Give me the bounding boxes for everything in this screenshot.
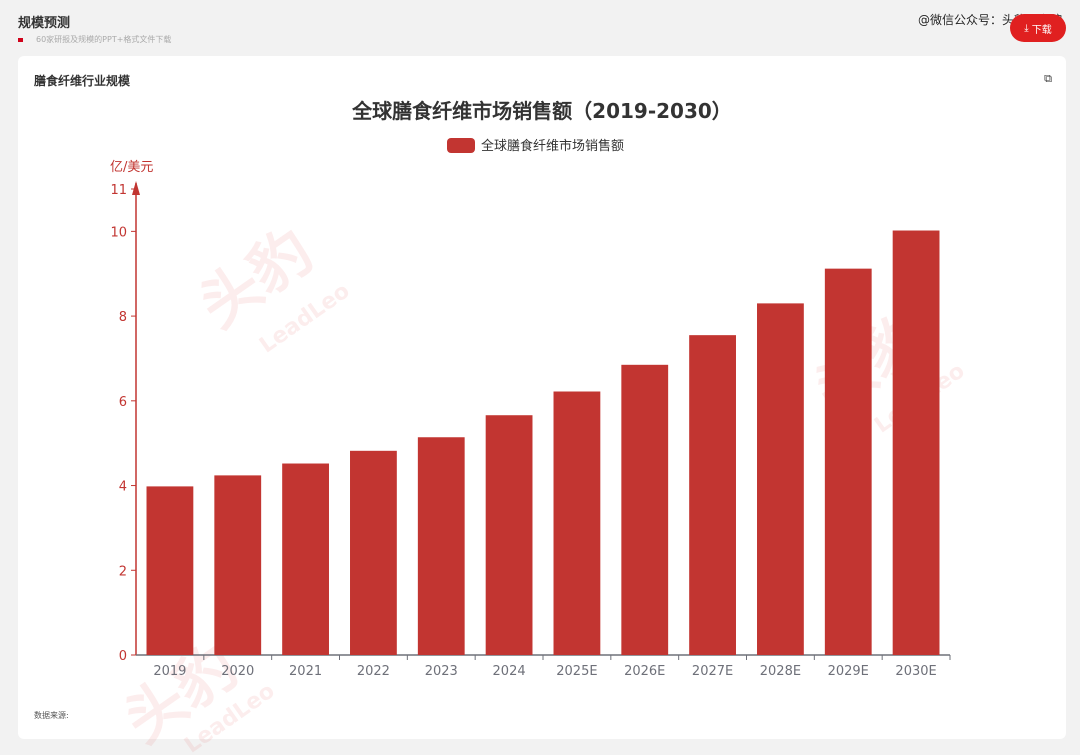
bar	[282, 463, 329, 655]
x-tick-label: 2025E	[556, 664, 597, 679]
y-axis-label: 亿/美元	[110, 160, 153, 175]
legend-label: 全球膳食纤维市场销售额	[481, 138, 624, 154]
bar	[485, 415, 533, 655]
x-tick-label: 2021	[289, 664, 322, 679]
download-icon: ⤓	[1024, 22, 1029, 34]
y-tick-label: 0	[119, 649, 127, 664]
download-button[interactable]: ⤓ 下载	[1010, 14, 1066, 42]
bar	[824, 268, 872, 655]
page-subtitle: 60家研报及规模的PPT+格式文件下载	[36, 35, 172, 44]
y-tick-label: 2	[119, 564, 127, 579]
bar	[214, 475, 262, 655]
x-tick-label: 2030E	[895, 664, 936, 679]
y-tick-label: 6	[119, 395, 127, 410]
chart-options-icon[interactable]: ⧉	[1044, 72, 1052, 85]
bar	[757, 303, 804, 655]
bar	[350, 450, 397, 655]
bar	[621, 364, 669, 655]
y-axis-arrow	[132, 181, 140, 195]
y-tick-label: 8	[119, 310, 127, 325]
x-tick-label: 2020	[221, 664, 254, 679]
bar	[553, 391, 601, 655]
bar	[417, 437, 465, 655]
download-label: 下载	[1031, 24, 1052, 36]
chart-title: 全球膳食纤维市场销售额（2019-2030）	[351, 99, 732, 123]
x-tick-label: 2027E	[692, 664, 733, 679]
header: 规模预测 60家研报及规模的PPT+格式文件下载 @微信公众号：头豹研究院 ⤓ …	[0, 0, 1080, 56]
y-tick-label: 10	[110, 225, 127, 240]
y-tick-label: 11	[110, 183, 127, 198]
bar	[892, 230, 940, 655]
source-label: 数据来源:	[34, 711, 69, 720]
x-tick-label: 2019	[153, 664, 186, 679]
x-tick-label: 2024	[493, 664, 526, 679]
y-tick-label: 4	[119, 480, 127, 495]
card-title: 膳食纤维行业规模	[34, 74, 131, 88]
x-tick-label: 2029E	[828, 664, 869, 679]
x-tick-label: 2026E	[624, 664, 665, 679]
x-tick-label: 2028E	[760, 664, 801, 679]
title-accent-marker	[18, 38, 23, 42]
chart-card: 膳食纤维行业规模 ⧉ 头豹 LeadLeo 头豹 LeadLeo 头豹 Lead…	[18, 56, 1066, 755]
page-title: 规模预测	[18, 16, 71, 31]
bar	[146, 486, 194, 655]
x-tick-label: 2023	[425, 664, 458, 679]
x-tick-label: 2022	[357, 664, 390, 679]
bar	[689, 335, 736, 655]
legend-swatch	[447, 138, 475, 153]
